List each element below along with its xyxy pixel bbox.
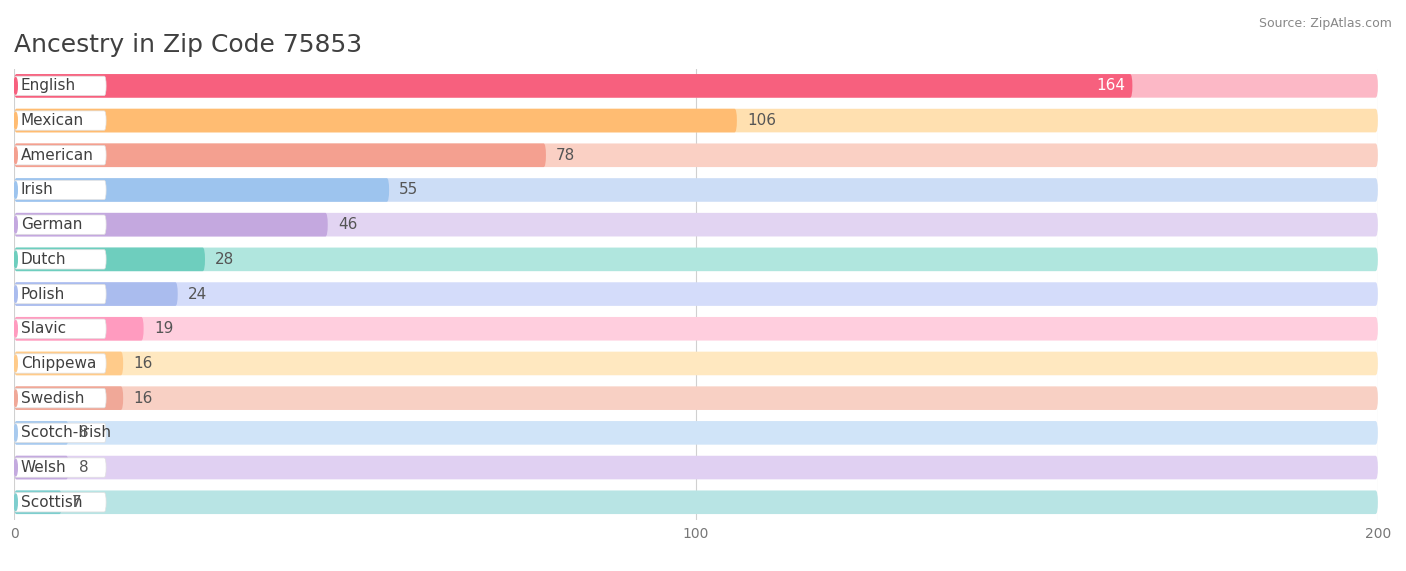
Text: 8: 8 — [79, 425, 89, 440]
Text: Scotch-Irish: Scotch-Irish — [21, 425, 111, 440]
FancyBboxPatch shape — [14, 352, 124, 375]
FancyBboxPatch shape — [14, 143, 1378, 167]
FancyBboxPatch shape — [14, 317, 1378, 340]
Text: 24: 24 — [188, 287, 207, 301]
Text: Welsh: Welsh — [21, 460, 66, 475]
Circle shape — [14, 147, 17, 163]
Text: 164: 164 — [1097, 78, 1126, 94]
FancyBboxPatch shape — [14, 178, 1378, 202]
FancyBboxPatch shape — [14, 421, 1378, 445]
Text: 19: 19 — [153, 321, 173, 336]
Text: 46: 46 — [337, 217, 357, 232]
Text: Source: ZipAtlas.com: Source: ZipAtlas.com — [1258, 17, 1392, 30]
FancyBboxPatch shape — [14, 74, 1132, 98]
FancyBboxPatch shape — [14, 250, 105, 269]
Circle shape — [14, 251, 17, 268]
Text: American: American — [21, 148, 94, 163]
FancyBboxPatch shape — [14, 282, 177, 306]
FancyBboxPatch shape — [14, 143, 546, 167]
FancyBboxPatch shape — [14, 456, 69, 480]
Circle shape — [14, 286, 17, 302]
FancyBboxPatch shape — [14, 215, 105, 234]
Text: 8: 8 — [79, 460, 89, 475]
Circle shape — [14, 78, 17, 94]
FancyBboxPatch shape — [14, 213, 328, 236]
FancyBboxPatch shape — [14, 490, 62, 514]
Text: 78: 78 — [557, 148, 575, 163]
FancyBboxPatch shape — [14, 178, 389, 202]
FancyBboxPatch shape — [14, 180, 105, 200]
FancyBboxPatch shape — [14, 319, 105, 339]
Text: Chippewa: Chippewa — [21, 356, 97, 371]
FancyBboxPatch shape — [14, 282, 1378, 306]
FancyBboxPatch shape — [14, 387, 124, 410]
FancyBboxPatch shape — [14, 111, 105, 130]
Text: Scottish: Scottish — [21, 494, 83, 510]
FancyBboxPatch shape — [14, 352, 1378, 375]
Circle shape — [14, 425, 17, 441]
Circle shape — [14, 216, 17, 233]
FancyBboxPatch shape — [14, 493, 105, 512]
Text: Ancestry in Zip Code 75853: Ancestry in Zip Code 75853 — [14, 33, 363, 57]
FancyBboxPatch shape — [14, 108, 737, 132]
FancyBboxPatch shape — [14, 284, 105, 304]
Text: Slavic: Slavic — [21, 321, 66, 336]
Text: Polish: Polish — [21, 287, 65, 301]
FancyBboxPatch shape — [14, 108, 1378, 132]
Circle shape — [14, 494, 17, 510]
FancyBboxPatch shape — [14, 458, 105, 477]
FancyBboxPatch shape — [14, 421, 69, 445]
FancyBboxPatch shape — [14, 423, 105, 443]
Circle shape — [14, 320, 17, 337]
Text: 16: 16 — [134, 391, 153, 405]
FancyBboxPatch shape — [14, 456, 1378, 480]
Text: English: English — [21, 78, 76, 94]
Text: Swedish: Swedish — [21, 391, 84, 405]
Circle shape — [14, 459, 17, 476]
Text: Irish: Irish — [21, 183, 53, 198]
FancyBboxPatch shape — [14, 317, 143, 340]
FancyBboxPatch shape — [14, 387, 1378, 410]
FancyBboxPatch shape — [14, 213, 1378, 236]
Circle shape — [14, 182, 17, 198]
Text: 7: 7 — [72, 494, 82, 510]
FancyBboxPatch shape — [14, 388, 105, 408]
Text: 106: 106 — [747, 113, 776, 128]
FancyBboxPatch shape — [14, 146, 105, 165]
Circle shape — [14, 355, 17, 372]
FancyBboxPatch shape — [14, 248, 1378, 271]
Circle shape — [14, 390, 17, 407]
FancyBboxPatch shape — [14, 354, 105, 373]
Text: 55: 55 — [399, 183, 419, 198]
Text: Dutch: Dutch — [21, 252, 66, 267]
FancyBboxPatch shape — [14, 490, 1378, 514]
Text: Mexican: Mexican — [21, 113, 84, 128]
FancyBboxPatch shape — [14, 248, 205, 271]
Text: German: German — [21, 217, 83, 232]
Circle shape — [14, 112, 17, 129]
FancyBboxPatch shape — [14, 76, 105, 95]
FancyBboxPatch shape — [14, 74, 1378, 98]
Text: 28: 28 — [215, 252, 235, 267]
Text: 16: 16 — [134, 356, 153, 371]
